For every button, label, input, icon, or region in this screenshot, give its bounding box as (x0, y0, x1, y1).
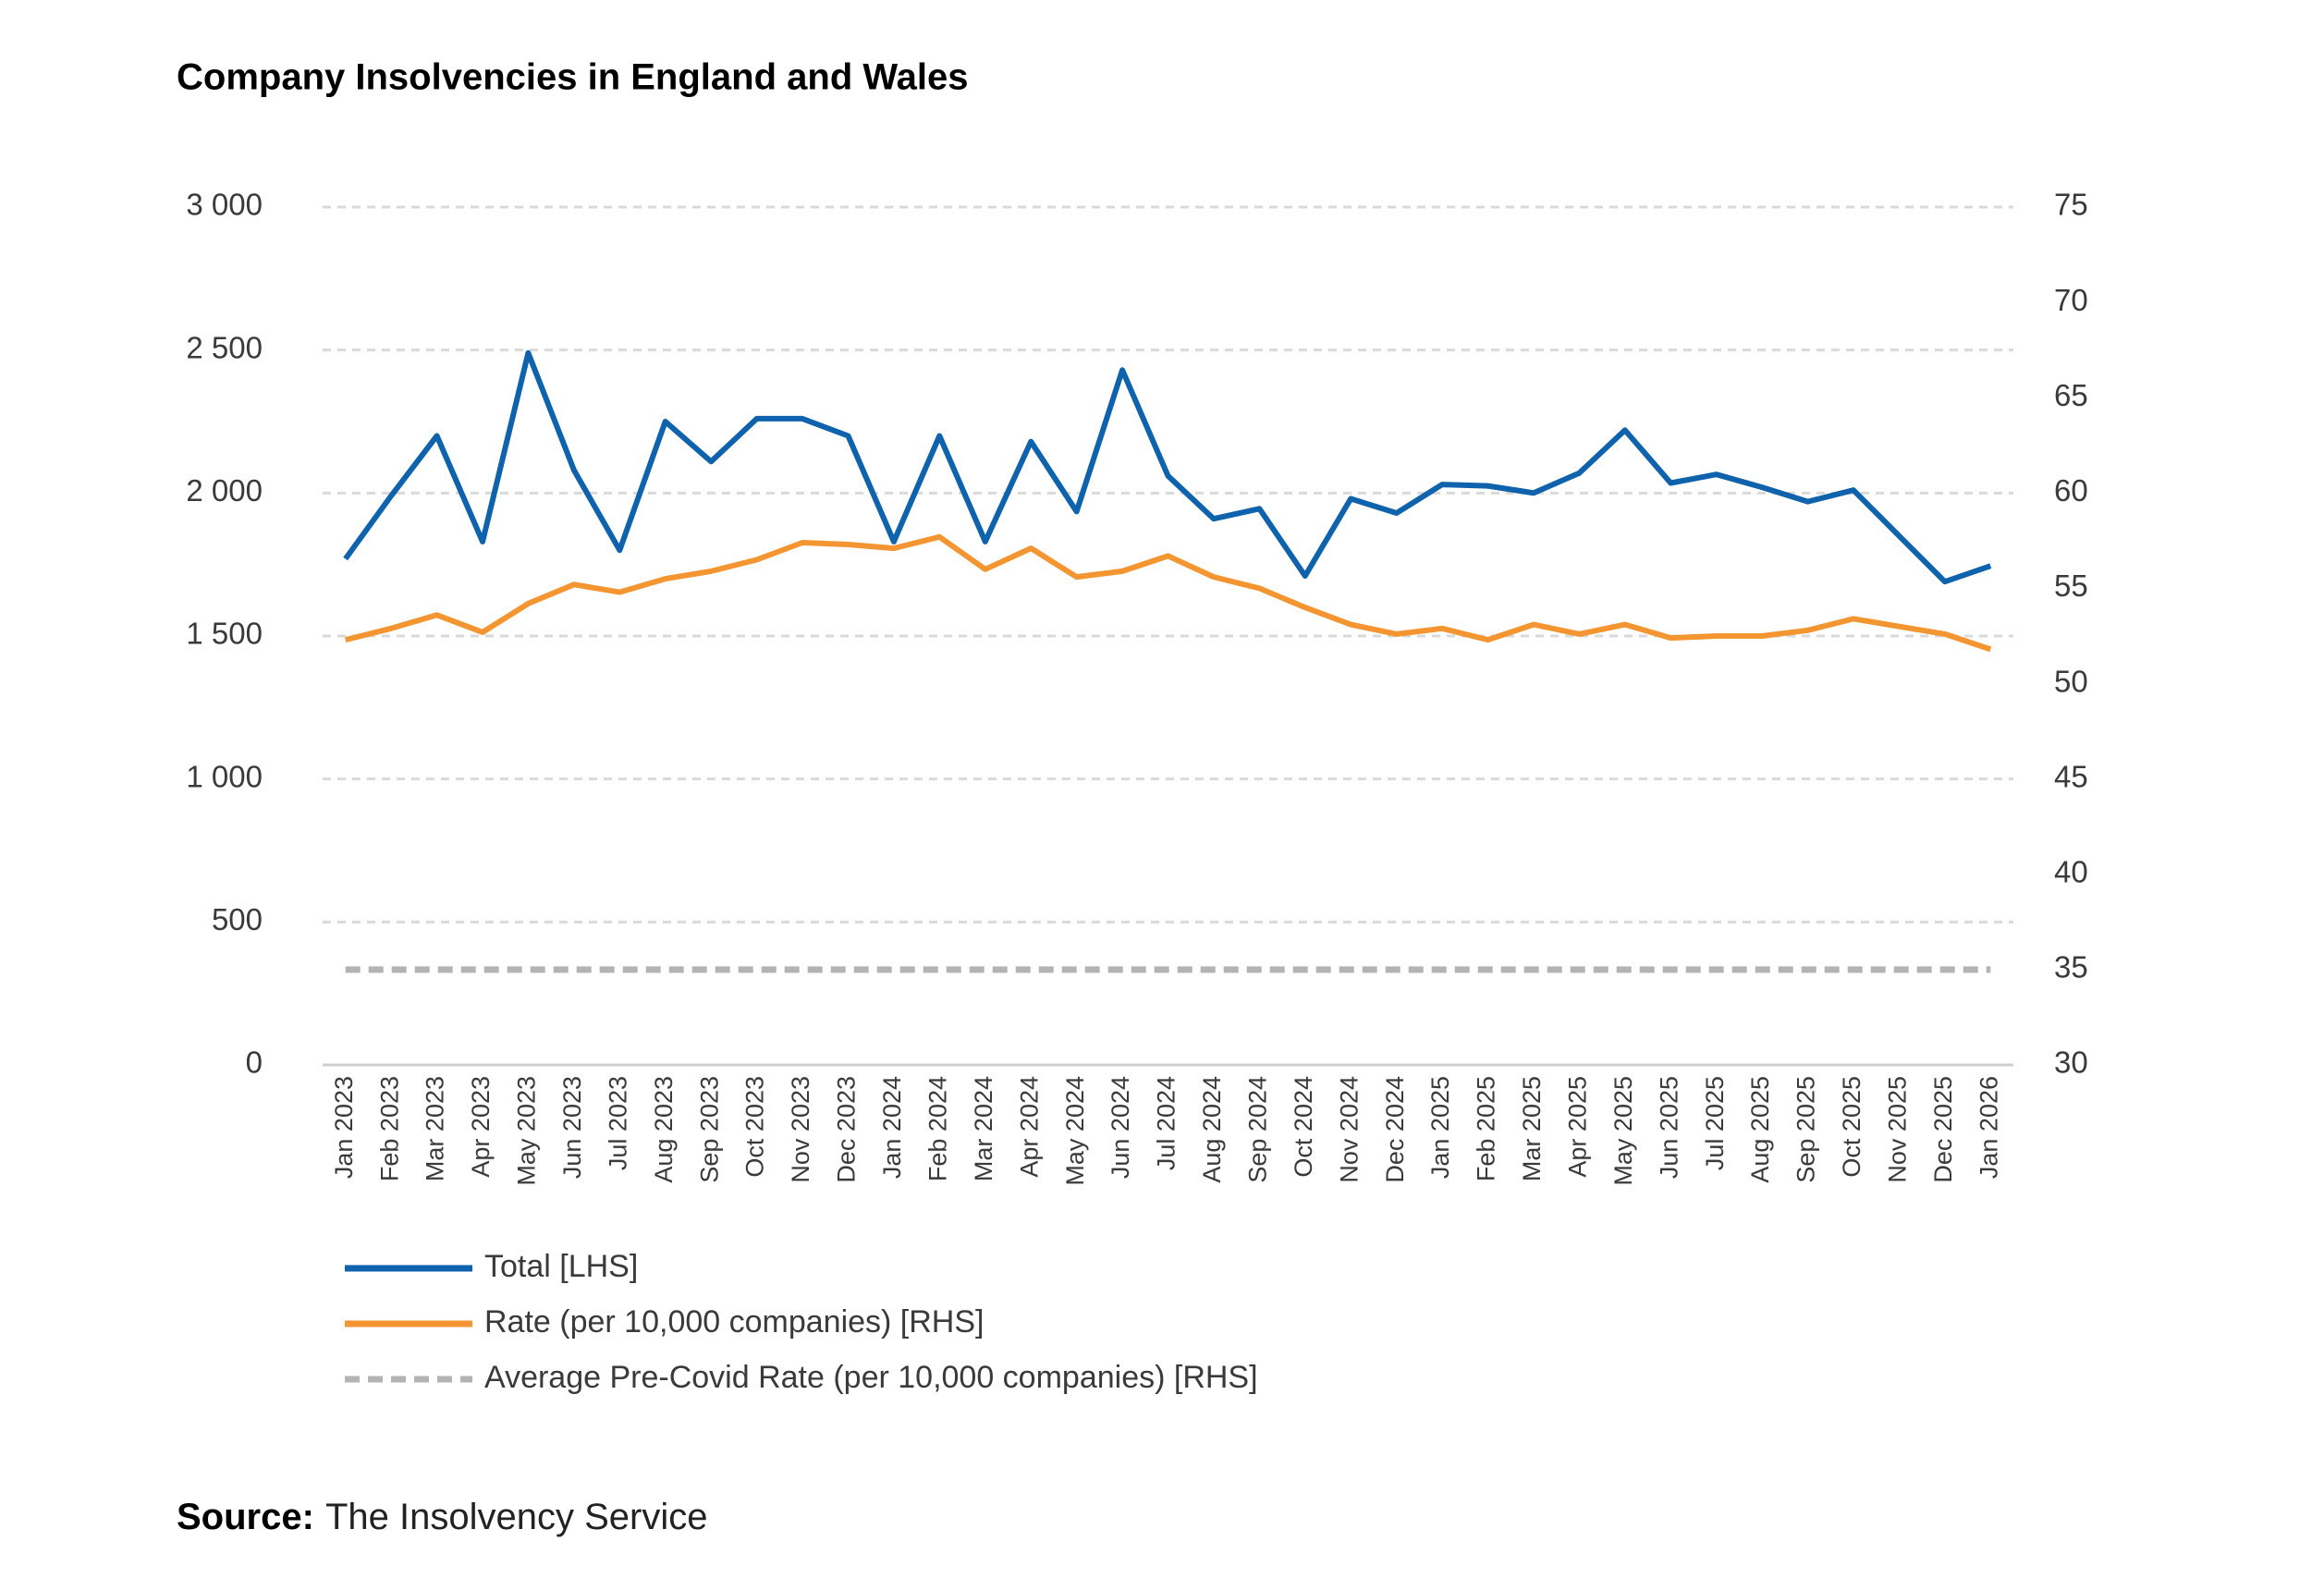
x-tick-label: Jul 2023 (604, 1076, 631, 1170)
y-tick-label: 500 (212, 902, 263, 936)
x-tick-label: Jan 2026 (1975, 1076, 2002, 1179)
source-label: Source: (177, 1497, 314, 1537)
x-tick-label: Nov 2023 (787, 1076, 814, 1183)
x-tick-label: Dec 2023 (833, 1076, 861, 1183)
x-tick-label: Feb 2024 (923, 1076, 951, 1181)
y2-tick-label: 70 (2054, 283, 2088, 317)
x-tick-label: Jan 2025 (1426, 1076, 1454, 1179)
x-tick-label: Apr 2024 (1015, 1076, 1043, 1178)
y2-tick-label: 35 (2054, 950, 2088, 985)
x-tick-label: Feb 2025 (1473, 1076, 1500, 1181)
y2-tick-label: 60 (2054, 473, 2088, 508)
x-tick-label: Mar 2025 (1518, 1076, 1546, 1181)
x-tick-label: May 2023 (513, 1076, 541, 1186)
x-tick-label: Jun 2023 (558, 1076, 586, 1179)
x-tick-label: Jun 2025 (1655, 1076, 1682, 1179)
x-tick-label: Apr 2025 (1564, 1076, 1592, 1178)
y2-tick-label: 45 (2054, 759, 2088, 793)
series-line (344, 533, 1992, 653)
x-tick-label: Dec 2025 (1929, 1076, 1957, 1183)
y2-tick-label: 40 (2054, 854, 2088, 888)
x-tick-label: Sep 2024 (1243, 1076, 1271, 1183)
y-tick-label: 1 000 (186, 759, 263, 793)
x-tick-label: Jul 2025 (1701, 1076, 1729, 1170)
legend-label: Rate (per 10,000 companies) [RHS] (484, 1304, 984, 1339)
y2-tick-label: 75 (2054, 188, 2088, 222)
y-tick-label: 2 000 (186, 473, 263, 508)
x-tick-label: Nov 2024 (1335, 1076, 1363, 1183)
y-tick-label: 3 000 (186, 188, 263, 222)
y-tick-label: 2 500 (186, 330, 263, 364)
source: Source: The Insolvency Service (177, 1497, 707, 1537)
x-tick-label: Jan 2024 (878, 1076, 906, 1179)
x-tick-label: Jan 2023 (330, 1076, 358, 1179)
x-tick-label: Mar 2023 (422, 1076, 449, 1181)
source-text: The Insolvency Service (325, 1497, 708, 1537)
x-tick-label: Aug 2024 (1198, 1076, 1226, 1183)
x-tick-label: Nov 2025 (1884, 1076, 1912, 1183)
x-tick-label: Mar 2024 (970, 1076, 997, 1181)
y2-tick-label: 30 (2054, 1046, 2088, 1080)
x-tick-label: Aug 2025 (1746, 1076, 1774, 1183)
x-tick-label: Jun 2024 (1107, 1076, 1134, 1179)
legend-label: Total [LHS] (484, 1249, 638, 1284)
x-tick-label: May 2024 (1061, 1076, 1089, 1186)
chart-title: Company Insolvencies in England and Wale… (177, 57, 968, 98)
y-tick-label: 0 (246, 1046, 263, 1080)
x-tick-label: Oct 2024 (1290, 1076, 1317, 1178)
x-tick-label: Apr 2023 (467, 1076, 495, 1178)
series-line (343, 349, 1992, 585)
x-tick-label: May 2025 (1609, 1076, 1637, 1186)
x-tick-label: Oct 2023 (741, 1076, 769, 1178)
y2-tick-label: 50 (2054, 664, 2088, 698)
x-tick-label: Sep 2023 (695, 1076, 723, 1183)
x-tick-label: Aug 2023 (650, 1076, 678, 1183)
y-tick-label: 1 500 (186, 617, 263, 651)
x-tick-label: Dec 2024 (1381, 1076, 1409, 1183)
x-tick-label: Sep 2025 (1792, 1076, 1820, 1183)
x-tick-label: Jul 2024 (1153, 1076, 1180, 1170)
y2-tick-label: 55 (2054, 569, 2088, 603)
x-tick-label: Feb 2023 (375, 1076, 403, 1181)
legend-label: Average Pre-Covid Rate (per 10,000 compa… (484, 1360, 1258, 1395)
y2-tick-label: 65 (2054, 378, 2088, 412)
x-tick-label: Oct 2025 (1838, 1076, 1865, 1178)
